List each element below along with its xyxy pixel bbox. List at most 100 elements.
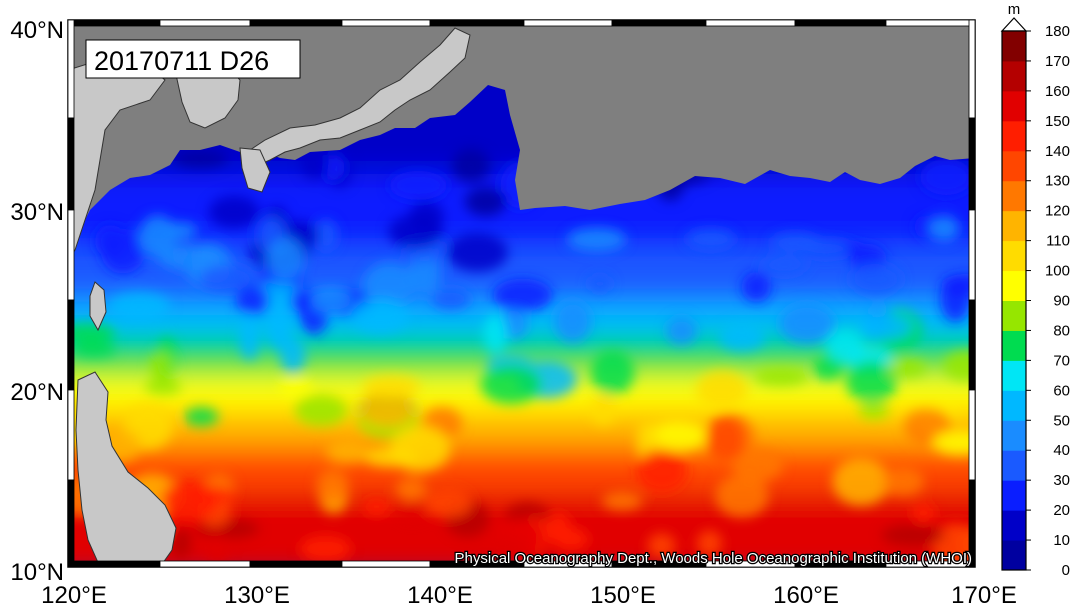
ocean-eddy: [566, 227, 627, 252]
ocean-eddy: [858, 401, 890, 420]
lon-label-140e: 140°E: [407, 582, 473, 606]
colorbar-swatch: [1002, 150, 1026, 182]
border-tick-left: [67, 19, 75, 119]
lon-label-130e: 130°E: [224, 582, 290, 606]
ocean-eddy: [491, 517, 543, 557]
ocean-eddy: [199, 264, 255, 292]
colorbar-tick-label: 100: [1045, 263, 1070, 280]
colorbar-swatch: [1002, 210, 1026, 242]
ocean-eddy: [779, 303, 835, 344]
colorbar-swatch: [1002, 390, 1026, 421]
ocean-eddy: [858, 312, 913, 341]
ocean-eddy: [299, 535, 352, 562]
ocean-eddy: [266, 237, 305, 281]
ocean-eddy: [718, 323, 766, 352]
border-tick-right: [968, 479, 976, 568]
colorbar-tick-label: 60: [1053, 382, 1070, 399]
ocean-eddy: [761, 254, 808, 275]
colorbar-swatch: [1002, 480, 1026, 511]
ocean-eddy: [554, 300, 592, 343]
colorbar-swatch: [1002, 360, 1026, 391]
colorbar-swatch: [1002, 240, 1026, 272]
colorbar-tick-label: 0: [1062, 562, 1070, 579]
border-tick-right: [968, 299, 976, 391]
colorbar: m 18017016015014013012011010090807060504…: [1000, 1, 1070, 579]
ocean-eddy: [881, 524, 945, 547]
ocean-eddy: [158, 245, 221, 271]
colorbar-unit: m: [1008, 1, 1021, 18]
ocean-eddy: [188, 487, 239, 504]
ocean-eddy: [492, 278, 553, 312]
lon-label-160e: 160°E: [773, 582, 839, 606]
border-tick-left: [67, 299, 75, 391]
lat-label-20n: 20°N: [10, 379, 64, 406]
ocean-eddy: [754, 367, 808, 387]
ocean-eddy: [388, 214, 444, 249]
ocean-eddy: [94, 224, 126, 258]
border-tick-top: [429, 19, 525, 27]
ocean-eddy: [666, 316, 697, 345]
ocean-eddy: [265, 308, 293, 350]
border-tick-top: [249, 19, 343, 27]
colorbar-swatch: [1002, 60, 1026, 92]
ocean-eddy: [278, 379, 313, 396]
colorbar-swatch: [1002, 450, 1026, 481]
colorbar-tick-label: 40: [1053, 442, 1070, 459]
ocean-eddy: [170, 527, 192, 559]
ocean-eddy: [911, 502, 936, 524]
colorbar-swatch: [1002, 180, 1026, 212]
colorbar-tick-label: 150: [1045, 113, 1070, 130]
japan-landmass: [249, 27, 471, 166]
colorbar-tick-label: 120: [1045, 203, 1070, 220]
ocean-eddy: [696, 530, 723, 557]
colorbar-tick-label: 170: [1045, 53, 1070, 70]
colorbar-tick-label: 140: [1045, 143, 1070, 160]
map-plot-area: [68, 20, 975, 567]
ocean-eddy: [812, 356, 845, 380]
ocean-eddy: [239, 313, 260, 361]
border-tick-left: [67, 389, 75, 481]
ocean-eddy: [359, 391, 416, 428]
colorbar-tick-label: 80: [1053, 322, 1070, 339]
ocean-eddy: [544, 511, 572, 544]
colorbar-tick-label: 180: [1045, 23, 1070, 40]
ocean-eddy: [314, 219, 338, 252]
border-tick-bottom: [249, 560, 343, 568]
ocean-eddy: [72, 341, 117, 358]
ocean-eddy: [423, 487, 473, 518]
colorbar-swatch: [1002, 300, 1026, 331]
colorbar-tick-label: 20: [1053, 502, 1070, 519]
ocean-eddy: [108, 292, 171, 322]
ocean-eddy: [846, 361, 898, 403]
border-tick-right: [968, 19, 976, 119]
colorbar-tick-label: 10: [1053, 532, 1070, 549]
border-tick-top: [159, 19, 251, 27]
ocean-eddy: [881, 466, 925, 497]
ocean-eddy: [290, 288, 312, 312]
ocean-eddy: [205, 533, 230, 563]
ocean-eddy: [943, 350, 975, 382]
ocean-eddy: [480, 364, 543, 405]
ocean-eddy: [591, 395, 616, 426]
colorbar-tick-label: 90: [1053, 293, 1070, 310]
ocean-eddy: [389, 170, 448, 200]
taiwan-landmass: [89, 281, 107, 332]
ocean-eddy: [849, 263, 903, 295]
ocean-eddy: [280, 336, 306, 374]
ocean-eddy: [150, 352, 174, 382]
border-tick-bottom: [67, 560, 161, 568]
ocean-eddy: [832, 457, 890, 506]
border-tick-top: [885, 19, 976, 27]
border-tick-top: [705, 19, 796, 27]
ocean-eddy: [184, 407, 219, 427]
colorbar-tick-label: 160: [1045, 83, 1070, 100]
ocean-eddy: [294, 394, 348, 427]
colorbar-tick-label: 110: [1046, 233, 1070, 250]
ocean-eddy: [300, 147, 329, 180]
ocean-eddy: [397, 504, 429, 521]
ocean-eddy: [362, 375, 421, 399]
ocean-eddy: [705, 415, 747, 463]
ocean-eddy: [601, 491, 643, 511]
ocean-eddy: [685, 228, 736, 250]
border-tick-right: [968, 117, 976, 211]
